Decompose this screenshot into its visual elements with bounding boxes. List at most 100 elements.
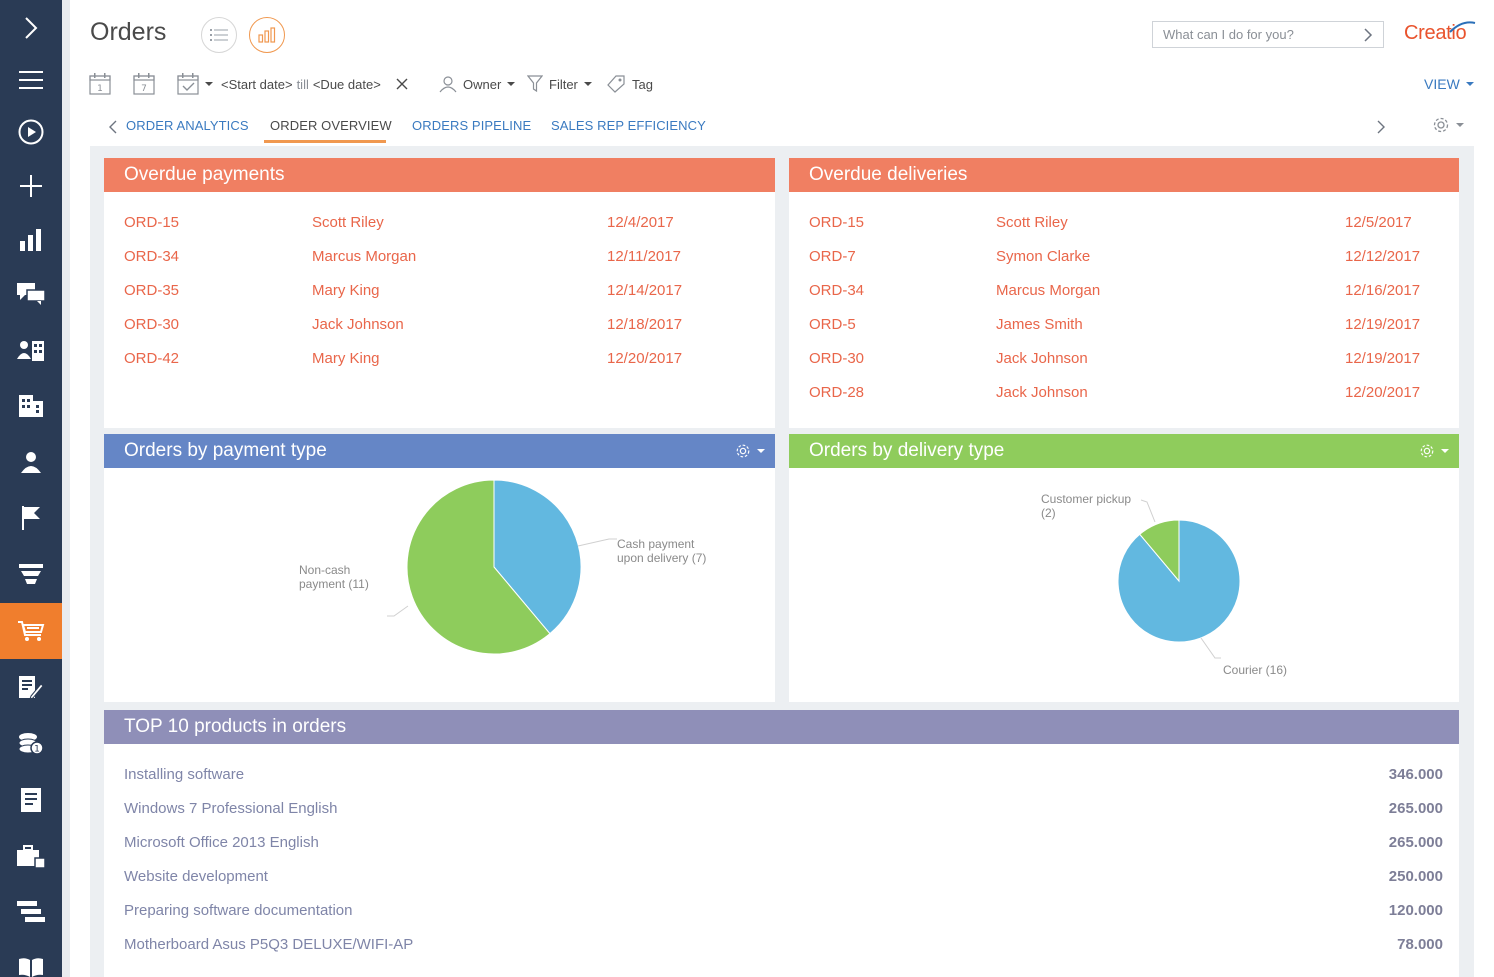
table-row[interactable]: ORD-15 Scott Riley 12/4/2017 — [124, 214, 755, 238]
row-name[interactable]: Jack Johnson — [312, 316, 404, 333]
list-item[interactable]: Preparing software documentation 120.000 — [124, 902, 1443, 926]
row-name[interactable]: Symon Clarke — [996, 248, 1091, 265]
view-button[interactable]: VIEW — [1424, 76, 1474, 92]
projects-briefcase-icon[interactable] — [0, 828, 62, 884]
start-date-placeholder[interactable]: <Start date> — [221, 76, 293, 92]
row-order[interactable]: ORD-35 — [124, 282, 180, 299]
row-date[interactable]: 12/5/2017 — [1345, 214, 1412, 231]
pie-label-noncash: Non-cash payment (11) — [299, 563, 369, 591]
row-name[interactable]: James Smith — [996, 316, 1083, 333]
command-line-input[interactable]: What can I do for you? — [1152, 21, 1384, 48]
row-order[interactable]: ORD-28 — [809, 384, 865, 401]
pie-label-courier: Courier (16) — [1223, 663, 1287, 677]
pie-slice-cash[interactable] — [493, 479, 582, 635]
row-date[interactable]: 12/19/2017 — [1345, 350, 1421, 367]
table-row[interactable]: ORD-30 Jack Johnson 12/18/2017 — [124, 316, 755, 340]
table-row[interactable]: ORD-42 Mary King 12/20/2017 — [124, 350, 755, 374]
row-order[interactable]: ORD-34 — [124, 248, 180, 265]
row-order[interactable]: ORD-30 — [124, 316, 180, 333]
tabs-scroll-right-icon[interactable] — [1376, 119, 1386, 135]
tab-order-analytics[interactable]: ORDER ANALYTICS — [126, 118, 249, 133]
table-row[interactable]: ORD-5 James Smith 12/19/2017 — [809, 316, 1439, 340]
funnel-icon[interactable] — [0, 546, 62, 602]
play-icon[interactable] — [0, 104, 62, 160]
tag-filter-button[interactable]: Tag — [607, 72, 653, 96]
payment-chart-title: Orders by payment type — [104, 434, 775, 468]
table-row[interactable]: ORD-35 Mary King 12/14/2017 — [124, 282, 755, 306]
table-row[interactable]: ORD-28 Jack Johnson 12/20/2017 — [809, 384, 1439, 408]
delivery-chart-settings-button[interactable] — [1419, 443, 1449, 459]
row-name[interactable]: Jack Johnson — [996, 384, 1088, 401]
row-date[interactable]: 12/11/2017 — [607, 248, 681, 265]
tab-sales-rep-efficiency[interactable]: SALES REP EFFICIENCY — [551, 118, 706, 133]
table-row[interactable]: ORD-30 Jack Johnson 12/19/2017 — [809, 350, 1439, 374]
user-icon[interactable] — [0, 434, 62, 490]
list-item[interactable]: Windows 7 Professional English 265.000 — [124, 800, 1443, 824]
row-name[interactable]: Marcus Morgan — [312, 248, 417, 265]
table-row[interactable]: ORD-34 Marcus Morgan 12/16/2017 — [809, 282, 1439, 306]
row-name[interactable]: Scott Riley — [312, 214, 384, 231]
table-row[interactable]: ORD-7 Symon Clarke 12/12/2017 — [809, 248, 1439, 272]
list-item[interactable]: Installing software 346.000 — [124, 766, 1443, 790]
pie-slice-pickup[interactable] — [1139, 519, 1180, 583]
row-order[interactable]: ORD-30 — [809, 350, 865, 367]
accounts-icon[interactable] — [0, 378, 62, 434]
analytics-view-button[interactable] — [249, 17, 285, 53]
row-name[interactable]: Scott Riley — [996, 214, 1068, 231]
day-filter-button[interactable]: 1 — [89, 72, 111, 96]
row-order[interactable]: ORD-15 — [124, 214, 180, 231]
owner-label: Owner — [463, 76, 502, 92]
row-date[interactable]: 12/4/2017 — [607, 214, 674, 231]
list-item[interactable]: Motherboard Asus P5Q3 DELUXE/WIFI-AP 78.0… — [124, 936, 1443, 960]
table-row[interactable]: ORD-34 Marcus Morgan 12/11/2017 — [124, 248, 755, 272]
row-order[interactable]: ORD-5 — [809, 316, 856, 333]
flag-icon[interactable] — [0, 490, 62, 546]
row-order[interactable]: ORD-42 — [124, 350, 180, 367]
menu-icon[interactable] — [0, 52, 62, 108]
due-date-placeholder[interactable]: <Due date> — [312, 76, 381, 92]
contacts-icon[interactable] — [0, 322, 62, 378]
feed-icon[interactable] — [0, 266, 62, 322]
add-icon[interactable] — [0, 158, 62, 214]
document-icon[interactable] — [0, 772, 62, 828]
row-order[interactable]: ORD-7 — [809, 248, 856, 265]
row-name[interactable]: Mary King — [312, 350, 380, 367]
expand-nav-icon[interactable] — [0, 0, 62, 56]
documents-edit-icon[interactable] — [0, 660, 62, 716]
tabs-settings-button[interactable] — [1432, 116, 1464, 134]
row-date[interactable]: 12/20/2017 — [607, 350, 683, 367]
pie-leader-line — [387, 605, 409, 617]
owner-filter-button[interactable]: Owner — [439, 72, 516, 96]
tab-order-overview[interactable]: ORDER OVERVIEW — [270, 118, 392, 133]
period-filter-button[interactable] — [177, 72, 213, 96]
dashboards-icon[interactable] — [0, 212, 62, 268]
tabs-scroll-left-icon[interactable] — [108, 119, 118, 135]
orders-cart-icon[interactable] — [0, 603, 62, 659]
invoices-coins-icon[interactable]: 1 — [0, 716, 62, 772]
clear-date-button[interactable] — [395, 72, 409, 96]
list-view-button[interactable] — [201, 17, 237, 53]
row-date[interactable]: 12/16/2017 — [1345, 282, 1421, 299]
pie-slice-noncash[interactable] — [406, 479, 551, 655]
week-filter-button[interactable]: 7 — [133, 72, 155, 96]
row-name[interactable]: Mary King — [312, 282, 380, 299]
tab-orders-pipeline[interactable]: ORDERS PIPELINE — [412, 118, 532, 133]
date-range-filter[interactable]: <Start date> till <Due date> — [221, 72, 381, 96]
row-date[interactable]: 12/20/2017 — [1345, 384, 1421, 401]
row-name[interactable]: Marcus Morgan — [996, 282, 1101, 299]
row-date[interactable]: 12/14/2017 — [607, 282, 683, 299]
row-order[interactable]: ORD-15 — [809, 214, 865, 231]
filter-button[interactable]: Filter — [527, 72, 592, 96]
payment-chart-settings-button[interactable] — [735, 443, 765, 459]
product-value: 78.000 — [1397, 936, 1443, 953]
row-date[interactable]: 12/19/2017 — [1345, 316, 1421, 333]
list-item[interactable]: Website development 250.000 — [124, 868, 1443, 892]
table-row[interactable]: ORD-15 Scott Riley 12/5/2017 — [809, 214, 1439, 238]
row-date[interactable]: 12/18/2017 — [607, 316, 683, 333]
row-date[interactable]: 12/12/2017 — [1345, 248, 1421, 265]
knowledge-base-icon[interactable] — [0, 940, 62, 977]
row-order[interactable]: ORD-34 — [809, 282, 865, 299]
row-name[interactable]: Jack Johnson — [996, 350, 1088, 367]
list-item[interactable]: Microsoft Office 2013 English 265.000 — [124, 834, 1443, 858]
products-icon[interactable] — [0, 884, 62, 940]
